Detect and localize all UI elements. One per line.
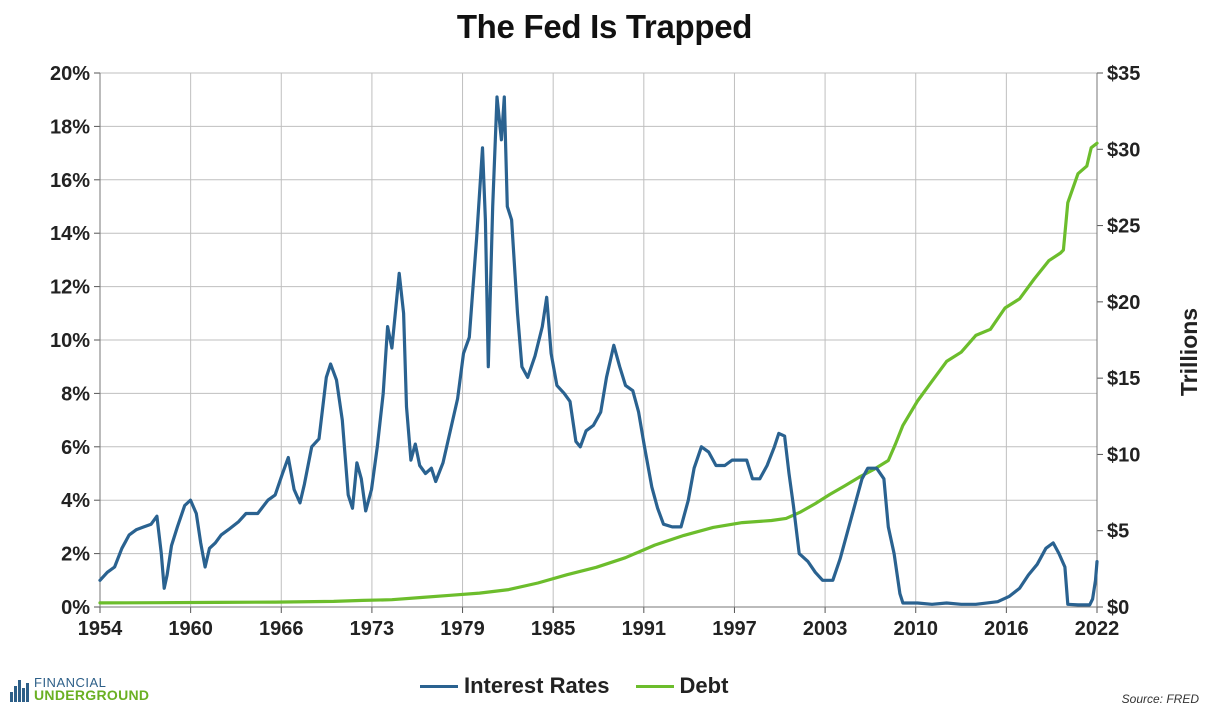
x-axis: 1954 1960 1966 1973 1979 1985 1991 1997 2003 2010… (78, 606, 1120, 640)
y-left-tick-label: 14% (50, 223, 90, 245)
series-line-debt (98, 141, 1099, 605)
legend-swatch-interest-rates (420, 684, 458, 688)
y-left-tick-label: 2% (61, 544, 90, 566)
source-note: Source: FRED (1121, 692, 1199, 706)
gridlines (99, 72, 1098, 608)
x-tick-label: 2010 (893, 618, 938, 640)
y-left-tick-label: 20% (50, 63, 90, 85)
x-tick-label: 1997 (712, 618, 757, 640)
y-right-tick-label: $30 (1107, 139, 1140, 161)
legend-swatch-debt (635, 684, 674, 688)
legend-item-interest-rates: Interest Rates (420, 673, 610, 699)
x-tick-label: 1973 (350, 618, 395, 640)
x-tick-label: 2022 (1075, 618, 1120, 640)
legend-item-debt: Debt (635, 673, 729, 699)
y-right-tick-label: $15 (1107, 368, 1140, 390)
legend-label-debt: Debt (679, 673, 729, 698)
y-axis-left: 0% 2% 4% 6% 8% 10% 12% 14% 16% 18% 20% (50, 63, 101, 619)
bar-chart-logo-icon (10, 680, 30, 702)
y-right-tick-label: $35 (1107, 63, 1140, 85)
chart-title: The Fed Is Trapped (456, 8, 753, 45)
y-right-tick-label: $0 (1107, 597, 1129, 619)
x-tick-label: 1991 (622, 618, 667, 640)
series-layer (98, 95, 1099, 607)
y-left-tick-label: 18% (50, 116, 90, 138)
legend-label-interest-rates: Interest Rates (464, 673, 610, 698)
x-tick-label: 1985 (531, 618, 576, 640)
x-tick-label: 2003 (803, 618, 848, 640)
legend: Interest Rates Debt (420, 673, 754, 699)
y-right-tick-label: $10 (1107, 444, 1140, 466)
x-tick-label: 1966 (259, 618, 304, 640)
x-tick-label: 1979 (440, 618, 485, 640)
y-right-tick-label: $5 (1107, 521, 1129, 543)
y-left-tick-label: 10% (50, 330, 90, 352)
x-tick-label: 2016 (984, 618, 1029, 640)
y-right-tick-label: $20 (1107, 292, 1140, 314)
x-tick-label: 1960 (168, 618, 213, 640)
y-right-tick-label: $25 (1107, 216, 1140, 238)
x-tick-label: 1954 (78, 618, 123, 640)
logo-text-bottom: UNDERGROUND (34, 687, 150, 703)
y-left-tick-label: 12% (50, 277, 90, 299)
y-left-tick-label: 4% (61, 490, 90, 512)
y-left-tick-label: 16% (50, 170, 90, 192)
y-left-tick-label: 6% (61, 437, 90, 459)
y-left-tick-label: 8% (61, 383, 90, 405)
logo-text-top: FINANCIAL (34, 675, 107, 690)
y-axis-right-title: Trillions (1176, 308, 1202, 396)
y-axis-right: $0 $5 $10 $15 $20 $25 $30 $35 (1096, 63, 1140, 619)
y-left-tick-label: 0% (61, 597, 90, 619)
series-line-interest-rates (98, 95, 1099, 607)
financial-underground-logo: FINANCIAL UNDERGROUND (10, 676, 149, 702)
